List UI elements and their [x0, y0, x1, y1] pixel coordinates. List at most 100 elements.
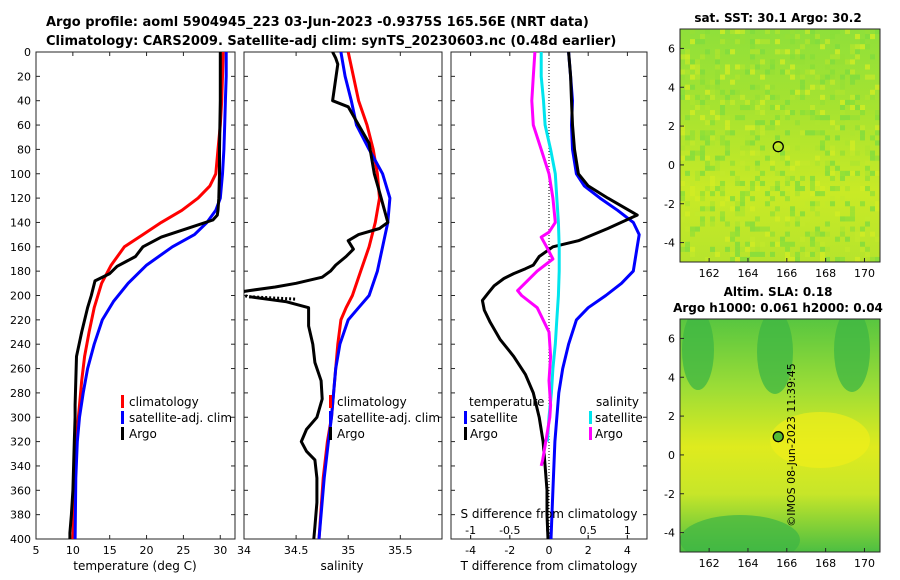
sst-cell [730, 206, 735, 212]
sst-cell [695, 69, 700, 75]
sst-cell [690, 191, 695, 197]
sst-cell [825, 246, 830, 252]
sst-cell [750, 49, 755, 55]
sst-cell [740, 191, 745, 197]
sst-cell [760, 49, 765, 55]
sst-cell [680, 89, 685, 95]
sst-cell [790, 110, 795, 116]
sst-cell [755, 39, 760, 45]
sst-cell [820, 110, 825, 116]
sst-cell [800, 246, 805, 252]
x-tick-label: 30 [213, 544, 227, 557]
sst-cell [705, 186, 710, 192]
sst-cell [755, 84, 760, 90]
sst-cell [820, 186, 825, 192]
sst-cell [805, 39, 810, 45]
sst-cell [795, 120, 800, 126]
sst-cell [720, 180, 725, 187]
sst-cell [825, 115, 830, 121]
sst-cell [755, 150, 760, 156]
title-line-2: Climatology: CARS2009. Satellite-adj cli… [46, 34, 616, 49]
sst-cell [730, 160, 735, 166]
sst-cell [730, 196, 735, 202]
sst-cell [690, 74, 695, 80]
sst-cell [815, 160, 820, 166]
sst-cell [695, 211, 700, 217]
sst-cell [830, 145, 835, 151]
sst-cell [795, 160, 800, 166]
sst-cell [745, 99, 750, 105]
sst-cell [860, 246, 865, 252]
sst-cell [855, 160, 860, 166]
sst-cell [685, 54, 690, 60]
temperature-legend: climatology satellite-adj. clim Argo [121, 395, 232, 441]
sst-cell [725, 39, 730, 45]
sst-field-cells [680, 29, 880, 262]
x-tick-label: 34.5 [284, 544, 309, 557]
sla-map-title: Altim. SLA: 0.18 [724, 285, 833, 299]
sst-cell [815, 84, 820, 90]
sst-cell [725, 125, 730, 131]
sst-cell [830, 59, 835, 65]
sst-cell [865, 246, 870, 252]
sst-cell [735, 180, 740, 187]
sst-cell [735, 29, 740, 35]
sst-cell [855, 115, 860, 121]
sst-cell [825, 135, 830, 141]
depth-tick-label: 0 [24, 46, 31, 59]
sst-cell [855, 34, 860, 40]
sst-cell [850, 104, 855, 111]
sst-cell [770, 196, 775, 202]
sst-cell [735, 74, 740, 80]
map-y-tick-label: 0 [668, 449, 675, 462]
sst-cell [800, 110, 805, 116]
sst-cell [850, 130, 855, 136]
sst-cell [720, 29, 725, 35]
sst-cell [695, 150, 700, 156]
sst-cell [740, 150, 745, 156]
sst-cell [755, 251, 760, 257]
sla-low-3 [834, 319, 870, 392]
sst-cell [840, 231, 845, 237]
sst-cell [725, 115, 730, 121]
sst-cell [845, 170, 850, 176]
sst-cell [785, 160, 790, 166]
sst-cell [710, 94, 715, 100]
series-line-argo [244, 52, 390, 293]
sst-cell [840, 89, 845, 95]
sst-cell [790, 175, 795, 181]
sst-cell [715, 251, 720, 257]
sst-cell [770, 186, 775, 192]
sst-cell [680, 54, 685, 60]
sst-cell [750, 186, 755, 192]
x-tick-label: 10 [66, 544, 80, 557]
sst-cell [875, 155, 880, 161]
sst-cell [760, 120, 765, 126]
sst-cell [870, 135, 875, 141]
sst-cell [780, 186, 785, 192]
sst-cell [825, 221, 830, 227]
sst-cell [780, 69, 785, 75]
map-y-tick-label: 4 [668, 371, 675, 384]
sst-cell [850, 74, 855, 80]
difference-panel: -4 -2 0 2 4-1 -0.5 0 0.5 1 T difference from cli… [450, 51, 648, 573]
sst-cell [830, 54, 835, 60]
sla-map-ticks: 162 164 166 168 170 -4 -2 0 2 4 6 [664, 332, 875, 570]
sst-cell [715, 59, 720, 65]
sst-cell [795, 221, 800, 227]
sst-cell [835, 54, 840, 60]
sst-cell [690, 150, 695, 156]
sst-cell [840, 256, 845, 262]
sst-cell [870, 155, 875, 161]
sst-cell [780, 59, 785, 65]
sst-cell [730, 236, 735, 242]
sst-cell [720, 110, 725, 116]
sst-cell [840, 110, 845, 116]
depth-tick-label: 320 [10, 436, 31, 449]
sst-cell [840, 74, 845, 80]
sst-cell [770, 69, 775, 75]
sst-cell [725, 246, 730, 252]
sst-cell [790, 211, 795, 217]
sla-high-1 [770, 412, 870, 468]
sst-cell [735, 246, 740, 252]
